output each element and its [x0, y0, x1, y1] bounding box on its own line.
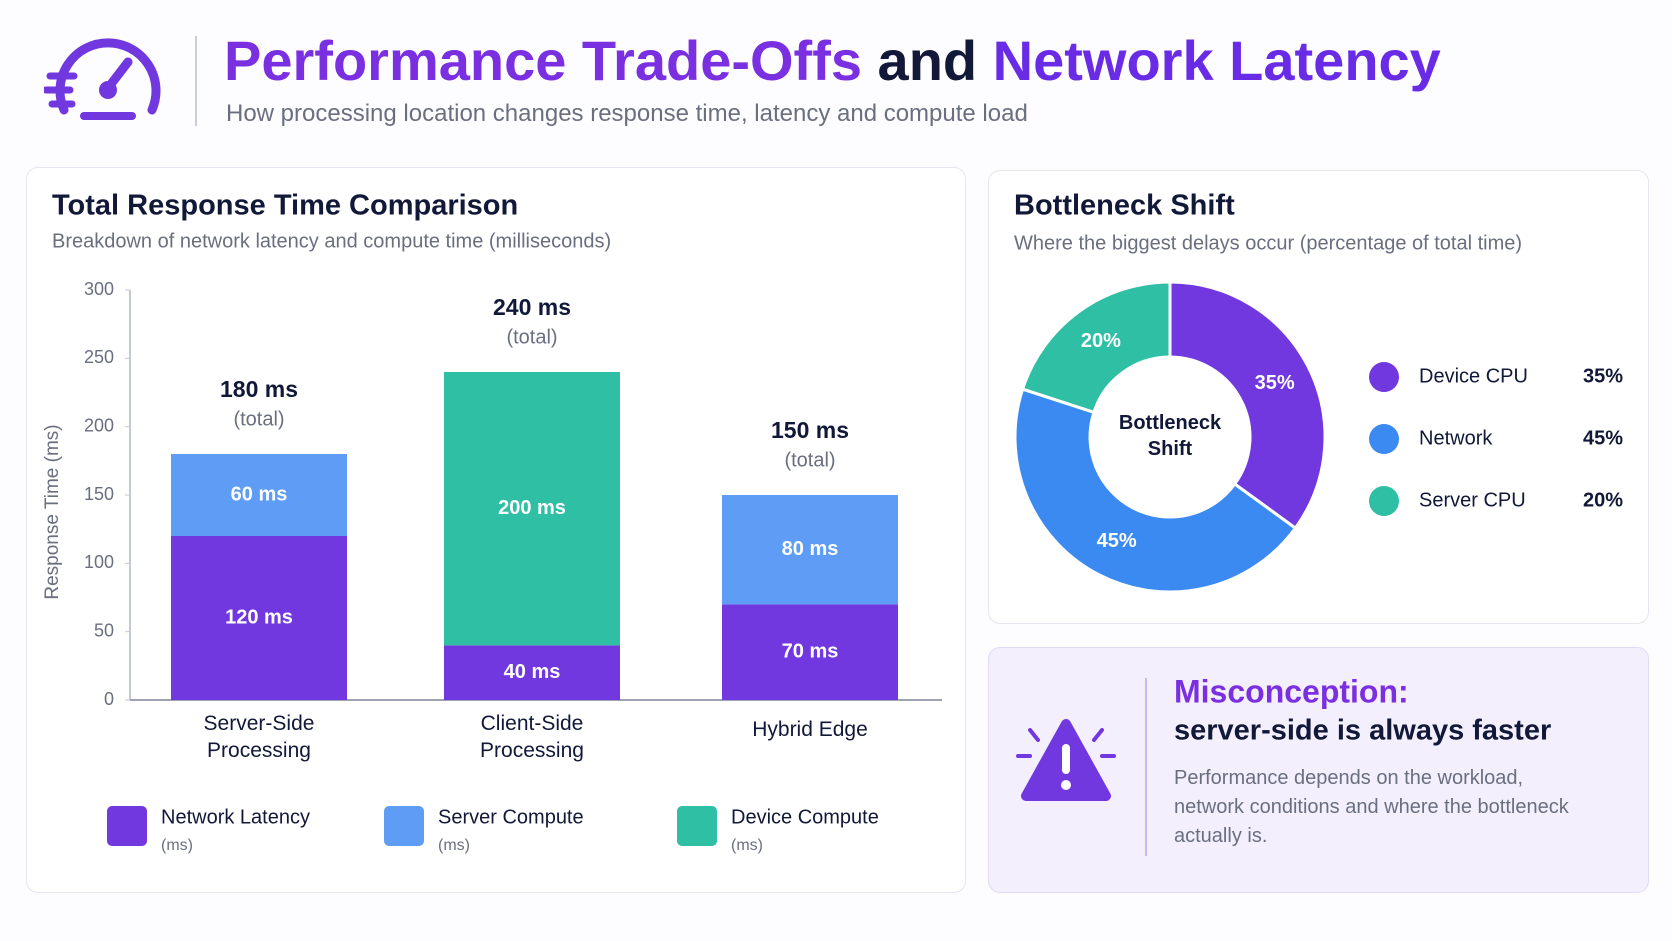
y-tick-label: 250 [84, 347, 114, 367]
segment-label: 40 ms [504, 661, 561, 683]
y-tick-label: 0 [104, 689, 114, 709]
legend-dot [1369, 362, 1399, 392]
legend-label: Server CPU [1419, 489, 1526, 511]
total-note: (total) [784, 449, 835, 471]
slice-label: 20% [1081, 330, 1121, 352]
divider [195, 36, 197, 126]
speed-icon [44, 38, 161, 120]
legend-unit: (ms) [161, 837, 193, 854]
center-label: Bottleneck Shift [1119, 412, 1222, 460]
bar-segment [722, 604, 898, 700]
bar-segment [444, 645, 620, 700]
total-label: 240 ms [493, 294, 571, 320]
legend-value: 20% [1583, 489, 1623, 511]
y-tick-label: 200 [84, 415, 114, 435]
bar-segment [444, 372, 620, 646]
title-part: Performance Trade-Offs [224, 29, 862, 92]
legend-label: Device CPU [1419, 365, 1528, 387]
x-tick-label: Client-Side Processing [480, 712, 584, 762]
warning-icon [1016, 719, 1116, 801]
callout-title: Misconception: [1174, 673, 1409, 709]
title-part: Network Latency [992, 29, 1441, 92]
y-tick-label: 50 [94, 620, 114, 640]
legend-value: 45% [1583, 427, 1623, 449]
bar-title: Total Response Time Comparison [52, 190, 518, 222]
segment-label: 70 ms [782, 640, 839, 662]
pie-slice [1168, 280, 1327, 531]
segment-label: 120 ms [225, 606, 293, 628]
legend-swatch [384, 806, 424, 846]
callout-body: Performance depends on the workload, net… [1174, 767, 1569, 847]
pie-subtitle: Where the biggest delays occur (percenta… [1014, 232, 1522, 254]
title-part: and [877, 29, 978, 92]
x-tick-line: Hybrid Edge [752, 718, 868, 741]
slice-label: 45% [1097, 530, 1137, 552]
pie-slice [1020, 280, 1172, 415]
bar-segment [171, 454, 347, 536]
y-tick-label: 300 [84, 279, 114, 299]
page-subtitle: How processing location changes response… [226, 100, 1028, 127]
total-note: (total) [506, 326, 557, 348]
pie-title: Bottleneck Shift [1014, 190, 1235, 222]
legend-swatch [107, 806, 147, 846]
callout-panel [988, 647, 1649, 893]
segment-label: 80 ms [782, 538, 839, 560]
bar-segment [722, 495, 898, 605]
x-tick-line: Processing [207, 739, 311, 762]
center-line: Shift [1148, 438, 1193, 460]
y-axis-label: Response Time (ms) [42, 424, 63, 599]
total-label: 180 ms [220, 376, 298, 402]
legend-label: Device Compute [731, 806, 879, 828]
y-tick-label: 100 [84, 552, 114, 572]
x-tick-line: Client-Side [481, 712, 584, 735]
legend-dot [1369, 486, 1399, 516]
legend-unit: (ms) [731, 837, 763, 854]
bar-segment [171, 536, 347, 700]
legend-unit: (ms) [438, 837, 470, 854]
segment-label: 200 ms [498, 497, 566, 519]
total-note: (total) [233, 408, 284, 430]
legend-dot [1369, 424, 1399, 454]
bar-subtitle: Breakdown of network latency and compute… [52, 230, 611, 252]
legend-label: Server Compute [438, 806, 584, 828]
page-title: Performance Trade-Offs and Network Laten… [224, 28, 1441, 93]
legend-label: Network [1419, 427, 1493, 449]
x-tick-label: Server-Side Processing [204, 712, 315, 762]
legend-label: Network Latency [161, 806, 310, 828]
x-tick-line: Server-Side [204, 712, 315, 735]
segment-label: 60 ms [231, 483, 288, 505]
x-tick-line: Processing [480, 739, 584, 762]
center-line: Bottleneck [1119, 412, 1222, 434]
total-label: 150 ms [771, 417, 849, 443]
slice-label: 35% [1255, 372, 1295, 394]
y-tick-label: 150 [84, 484, 114, 504]
pie-slice [1013, 387, 1298, 594]
callout-subtitle: server-side is always faster [1174, 715, 1551, 747]
x-tick-label: Hybrid Edge [752, 718, 868, 741]
legend-swatch [677, 806, 717, 846]
legend-value: 35% [1583, 365, 1623, 387]
